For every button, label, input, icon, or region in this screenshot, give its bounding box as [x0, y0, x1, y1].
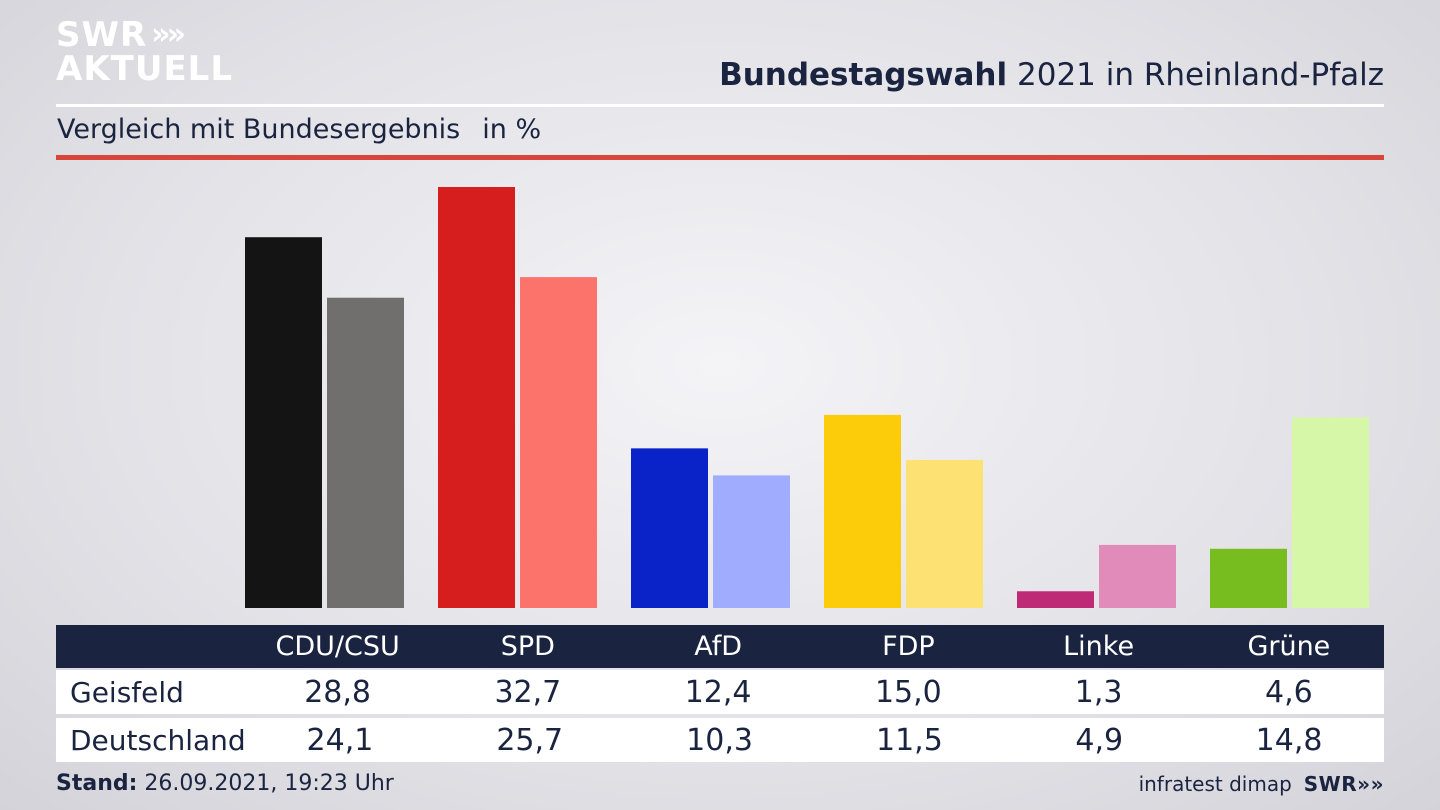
cell-value: 32,7 — [494, 674, 562, 710]
header-fdp: FDP — [882, 631, 935, 662]
logo-aktuell-text: AKTUELL — [56, 49, 234, 89]
bar-spd-deutschland — [520, 277, 597, 608]
bar-grüne-geisfeld — [1210, 548, 1287, 608]
stand-value: 26.09.2021, 19:23 Uhr — [144, 771, 394, 796]
bar-linke-deutschland — [1099, 544, 1176, 608]
title-rest: 2021 in Rheinland-Pfalz — [1017, 57, 1384, 93]
bar-afd-geisfeld — [631, 448, 708, 608]
bar-fdp-geisfeld — [824, 414, 901, 608]
cell-value: 15,0 — [874, 674, 942, 710]
header-gruene: Grüne — [1247, 631, 1331, 662]
header-afd: AfD — [694, 631, 743, 662]
subtitle-text: Vergleich mit Bundesergebnis — [57, 114, 461, 145]
bar-spd-geisfeld — [438, 187, 515, 608]
swr-footer-text: SWR — [1303, 772, 1358, 796]
bar-fdp-deutschland — [906, 459, 983, 608]
cell-value: 28,8 — [304, 674, 372, 710]
table-row: Geisfeld 28,8 32,7 12,4 15,0 1,3 4,6 — [56, 670, 1384, 714]
bar-grüne-deutschland — [1292, 417, 1369, 608]
cell-value: 24,1 — [306, 722, 374, 758]
swr-footer-arrows-icon: » — [1357, 772, 1371, 796]
cell-value: 1,3 — [1074, 674, 1123, 710]
subtitle-divider — [56, 155, 1384, 160]
chart-subtitle: Vergleich mit Bundesergebnis in % — [57, 114, 541, 145]
header-linke: Linke — [1063, 631, 1135, 662]
header-cdu-csu: CDU/CSU — [275, 631, 400, 662]
source-text: infratest dimap — [1138, 772, 1292, 796]
title-bold: Bundestagswahl — [719, 57, 1008, 93]
bar-cdu-csu-deutschland — [327, 297, 404, 608]
table-row: Deutschland 24,1 25,7 10,3 11,5 4,9 14,8 — [56, 718, 1384, 762]
stand-label: Stand: — [56, 771, 138, 796]
results-table: CDU/CSU SPD AfD FDP Linke Grüne Geisfeld… — [56, 625, 1384, 762]
cell-value: 4,6 — [1265, 674, 1313, 710]
page-title: Bundestagswahl 2021 in Rheinland-Pfalz — [719, 57, 1384, 93]
row-label-deutschland: Deutschland — [70, 723, 246, 757]
cell-value: 10,3 — [686, 722, 753, 758]
bar-afd-deutschland — [713, 475, 790, 608]
header-divider — [56, 104, 1384, 107]
bar-linke-geisfeld — [1017, 591, 1094, 608]
timestamp: Stand: 26.09.2021, 19:23 Uhr — [56, 771, 394, 796]
swr-footer-arrows-icon-2: » — [1370, 772, 1384, 796]
swr-aktuell-logo: SWR»» AKTUELL — [56, 15, 234, 89]
subtitle-unit: in % — [482, 114, 542, 145]
table-header-row: CDU/CSU SPD AfD FDP Linke Grüne — [56, 625, 1384, 668]
cell-value: 4,9 — [1075, 722, 1124, 758]
cell-value: 11,5 — [876, 722, 943, 758]
row-label-geisfeld: Geisfeld — [70, 675, 184, 709]
cell-value: 25,7 — [496, 722, 564, 758]
swr-footer-logo: SWR»» — [1304, 772, 1384, 796]
bar-cdu-csu-geisfeld — [245, 237, 322, 609]
source-credit: infratest dimap SWR»» — [1139, 772, 1384, 796]
header-spd: SPD — [500, 631, 555, 662]
cell-value: 12,4 — [684, 674, 752, 710]
logo-swr-text: SWR — [56, 15, 148, 55]
cell-value: 14,8 — [1255, 722, 1323, 758]
